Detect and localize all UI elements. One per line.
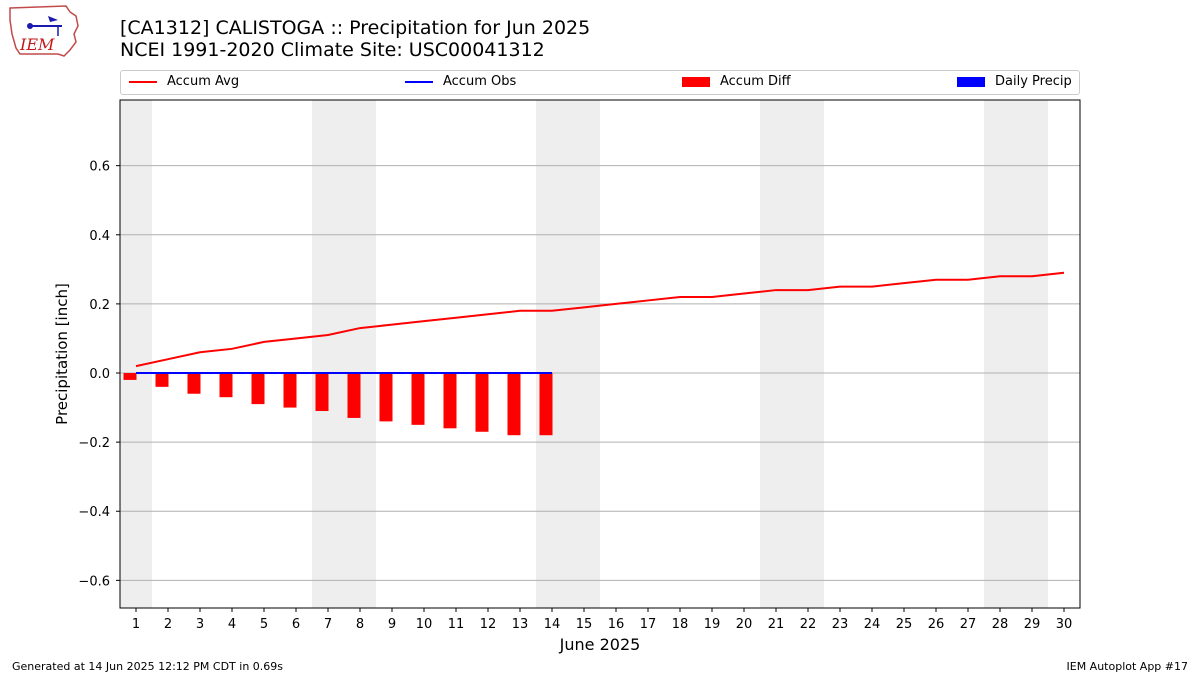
legend-label-accum-diff: Accum Diff <box>720 74 791 89</box>
iem-logo: IEM <box>6 4 82 62</box>
x-tick-label: 21 <box>768 617 785 632</box>
x-tick-label: 19 <box>704 617 721 632</box>
legend-label-accum-obs: Accum Obs <box>443 74 517 89</box>
x-tick-label: 14 <box>544 617 561 632</box>
bar-accum-diff <box>283 373 297 408</box>
bar-accum-diff <box>251 373 265 405</box>
x-tick-label: 13 <box>512 617 529 632</box>
plot-frame <box>119 99 1081 609</box>
x-tick-label: 6 <box>292 617 300 632</box>
x-tick-label: 26 <box>928 617 945 632</box>
x-tick-label: 18 <box>672 617 689 632</box>
x-tick-label: 29 <box>1024 617 1041 632</box>
x-tick-label: 15 <box>576 617 593 632</box>
x-tick-label: 25 <box>896 617 913 632</box>
series-lines <box>135 271 1065 375</box>
weekend-shade <box>760 100 824 608</box>
x-tick-label: 28 <box>992 617 1009 632</box>
x-tick-label: 20 <box>736 617 753 632</box>
x-tick-label: 27 <box>960 617 977 632</box>
x-axis-label: June 2025 <box>559 635 641 654</box>
bar-accum-diff <box>539 373 553 436</box>
y-tick-label: −0.2 <box>78 436 110 451</box>
y-tick-label: 0.6 <box>89 160 110 175</box>
x-tick-label: 16 <box>608 617 625 632</box>
weekend-shade <box>120 100 152 608</box>
x-tick-label: 23 <box>832 617 849 632</box>
bar-accum-diff <box>379 373 393 422</box>
footer-app: IEM Autoplot App #17 <box>1066 660 1189 673</box>
legend-swatch-daily-precip <box>957 76 985 87</box>
y-tick-label: 0.2 <box>89 298 110 313</box>
bar-accum-diff <box>315 373 329 412</box>
bar-accum-diff <box>123 373 137 380</box>
legend-item-accum-avg: Accum Avg <box>125 74 239 91</box>
legend-label-daily-precip: Daily Precip <box>995 74 1072 89</box>
bar-accum-diff <box>443 373 457 429</box>
x-tick-label: 1 <box>132 617 140 632</box>
x-tick-label: 22 <box>800 617 817 632</box>
x-tick-label: 10 <box>416 617 433 632</box>
y-tick-label: 0.0 <box>89 367 110 382</box>
bar-accum-diff <box>219 373 233 398</box>
logo-text: IEM <box>19 35 55 54</box>
legend-label-accum-avg: Accum Avg <box>167 74 240 89</box>
line-accum-avg <box>135 271 1065 368</box>
bar-accum-diff <box>187 373 201 394</box>
legend-item-accum-obs: Accum Obs <box>401 74 516 91</box>
y-tick-label: −0.6 <box>78 574 110 589</box>
y-tick-label: −0.4 <box>78 505 110 520</box>
legend: Accum Avg Accum Obs Accum Diff Daily Pre… <box>120 70 1080 95</box>
weekend-shade <box>536 100 600 608</box>
bar-accum-diff <box>411 373 425 425</box>
weekend-shade <box>312 100 376 608</box>
y-tick-label: 0.4 <box>89 229 110 244</box>
bar-accum-diff <box>155 373 169 387</box>
iem-logo-graphic: IEM <box>9 5 79 57</box>
legend-swatch-accum-obs <box>405 80 433 83</box>
legend-swatch-accum-avg <box>129 80 157 83</box>
bar-accum-diff <box>475 373 489 432</box>
legend-item-daily-precip: Daily Precip <box>953 74 1072 91</box>
x-tick-label: 9 <box>388 617 396 632</box>
x-tick-label: 2 <box>164 617 172 632</box>
x-tick-label: 24 <box>864 617 881 632</box>
x-tick-label: 3 <box>196 617 204 632</box>
chart-subtitle: NCEI 1991-2020 Climate Site: USC00041312 <box>120 39 545 61</box>
x-tick-label: 4 <box>228 617 236 632</box>
x-tick-label: 12 <box>480 617 497 632</box>
legend-swatch-accum-diff <box>682 76 710 87</box>
y-axis: −0.6 −0.4 −0.2 0.0 0.2 0.4 0.6 <box>78 160 120 589</box>
y-axis-label: Precipitation [inch] <box>53 283 71 425</box>
x-tick-label: 17 <box>640 617 657 632</box>
x-tick-label: 11 <box>448 617 465 632</box>
x-tick-label: 8 <box>356 617 364 632</box>
diff-bars <box>123 373 553 436</box>
x-tick-label: 7 <box>324 617 332 632</box>
chart-title: [CA1312] CALISTOGA :: Precipitation for … <box>120 17 591 39</box>
bar-accum-diff <box>507 373 521 436</box>
weekend-shading <box>120 100 1048 608</box>
footer-generated: Generated at 14 Jun 2025 12:12 PM CDT in… <box>12 660 284 673</box>
x-tick-label: 5 <box>260 617 268 632</box>
weekend-shade <box>984 100 1048 608</box>
bar-accum-diff <box>347 373 361 418</box>
x-tick-label: 30 <box>1056 617 1073 632</box>
legend-item-accum-diff: Accum Diff <box>678 74 791 91</box>
gridlines <box>120 165 1080 581</box>
x-axis: 1 2 3 4 5 6 7 8 9 10 11 12 13 14 15 16 17 18 19 20 21 22 23 24 2… <box>132 608 1072 632</box>
